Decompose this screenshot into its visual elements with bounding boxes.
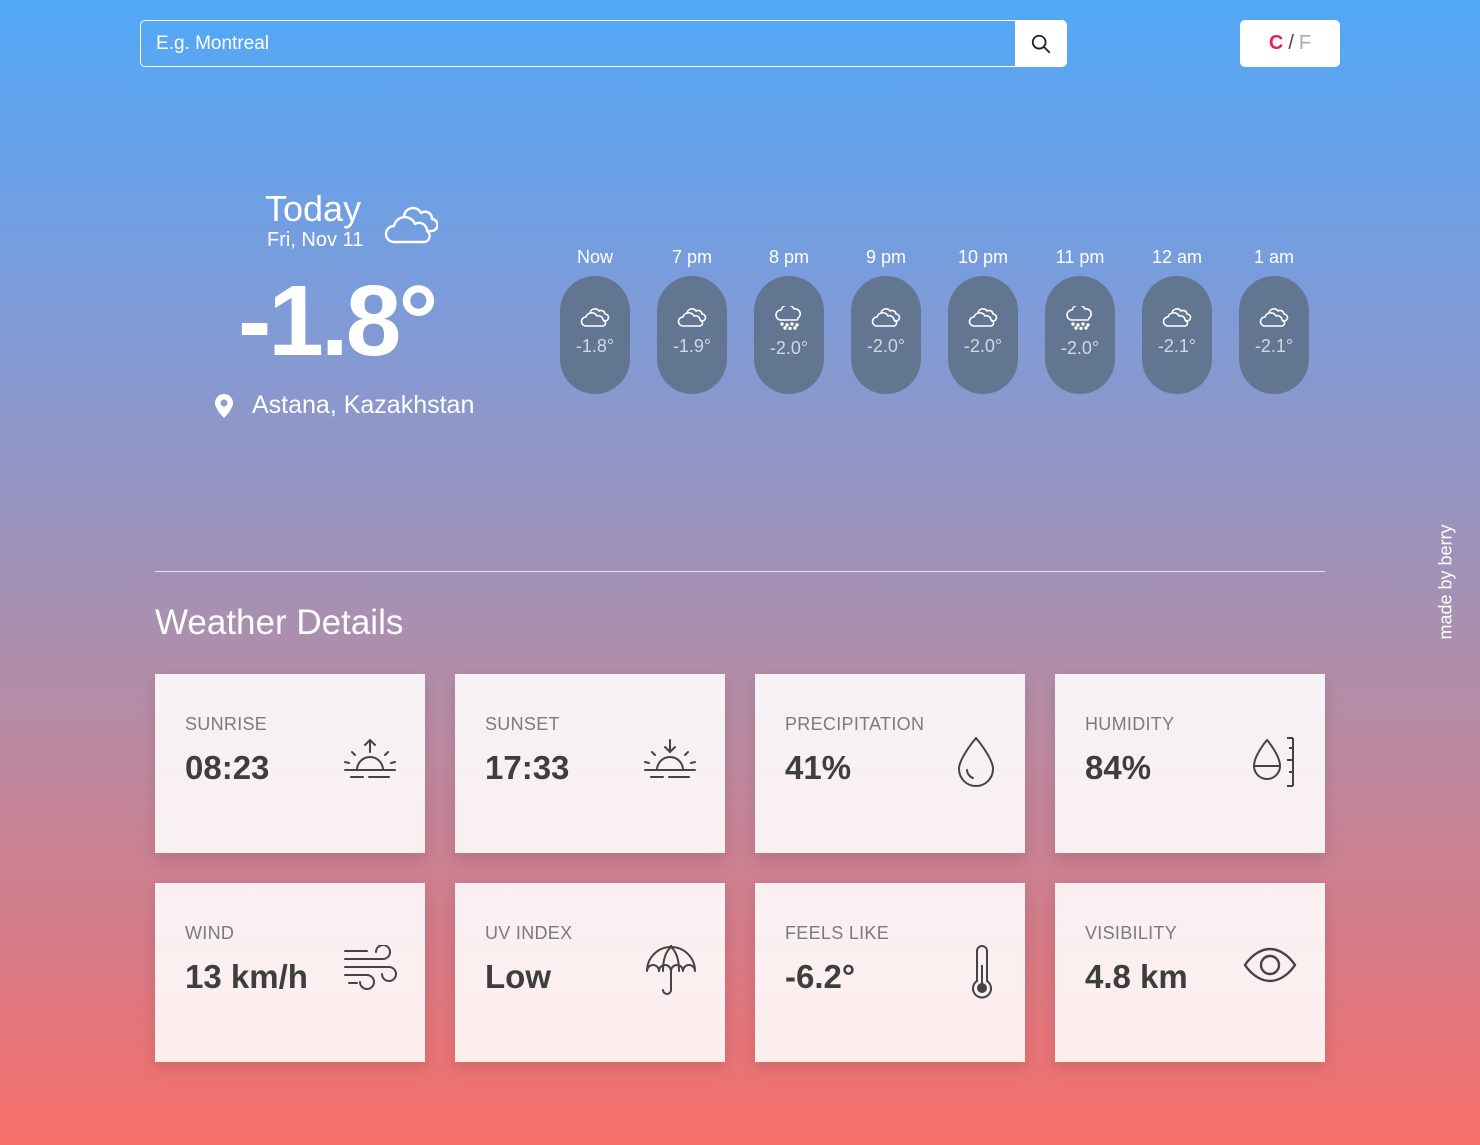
eye-icon: [1243, 945, 1297, 985]
humidity-card: HUMIDITY 84%: [1055, 674, 1325, 853]
search-icon: [1031, 34, 1050, 53]
umbrella-icon: [645, 945, 697, 997]
location-name: Astana, Kazakhstan: [252, 391, 475, 419]
hour-item: 10 pm -2.0°: [948, 246, 1018, 394]
card-label: VISIBILITY: [1085, 923, 1178, 943]
search-bar: [140, 20, 1067, 67]
hour-pill: -1.9°: [657, 276, 727, 394]
precipitation-card: PRECIPITATION 41%: [755, 674, 1025, 853]
card-value: 41%: [785, 749, 852, 786]
cloud-icon: [384, 202, 439, 249]
section-divider: [155, 571, 1325, 572]
cloud-icon: [580, 308, 610, 327]
humidity-icon: [1251, 736, 1297, 788]
hour-pill: -2.0°: [948, 276, 1018, 394]
celsius-toggle[interactable]: C: [1268, 32, 1284, 54]
hour-time: 9 pm: [865, 247, 907, 267]
droplet-icon: [955, 736, 997, 788]
hour-time: Now: [576, 247, 613, 267]
cloud-icon: [1162, 308, 1192, 327]
card-value: 08:23: [185, 749, 270, 786]
sunset-icon: [643, 736, 697, 780]
hour-pill: -2.0°: [1045, 276, 1115, 394]
today-date: Fri, Nov 11: [267, 229, 364, 251]
card-value: 84%: [1085, 749, 1152, 786]
hour-temp: -2.1°: [1157, 336, 1197, 356]
hour-temp: -2.0°: [1060, 338, 1100, 358]
hour-temp: -1.9°: [672, 336, 712, 356]
card-label: PRECIPITATION: [785, 714, 925, 734]
hour-time: 8 pm: [768, 247, 810, 267]
search-input[interactable]: [141, 21, 1015, 66]
card-label: FEELS LIKE: [785, 923, 890, 943]
hour-temp: -2.1°: [1254, 336, 1294, 356]
hour-temp: -2.0°: [769, 338, 809, 358]
fahrenheit-toggle[interactable]: F: [1298, 32, 1312, 54]
credit-text: made by berry: [1435, 524, 1456, 640]
cloud-icon: [1259, 308, 1289, 327]
hour-time: 1 am: [1253, 247, 1295, 267]
visibility-card: VISIBILITY 4.8 km: [1055, 883, 1325, 1062]
current-temperature: -1.8°: [238, 265, 438, 377]
hour-pill: -2.1°: [1142, 276, 1212, 394]
today-label: Today: [265, 188, 362, 229]
location-pin-icon: [213, 393, 235, 424]
hour-item: 8 pm -2.0°: [754, 246, 824, 394]
hour-time: 7 pm: [671, 247, 713, 267]
sunset-card: SUNSET 17:33: [455, 674, 725, 853]
weather-details-grid: SUNRISE 08:23 SUNSET 17:33: [155, 674, 1325, 1062]
hour-item: 1 am -2.1°: [1239, 246, 1309, 394]
weather-details-title: Weather Details: [155, 603, 404, 642]
card-label: SUNRISE: [185, 714, 268, 734]
wind-icon: [343, 945, 397, 991]
hour-item: 11 pm -2.0°: [1045, 246, 1115, 394]
thermometer-icon: [967, 945, 997, 999]
hour-item: 12 am -2.1°: [1142, 246, 1212, 394]
hour-time: 11 pm: [1055, 247, 1105, 267]
card-value: Low: [485, 958, 551, 995]
card-label: WIND: [185, 923, 235, 943]
card-value: -6.2°: [785, 958, 856, 995]
sunrise-icon: [343, 736, 397, 780]
hour-pill: -2.0°: [754, 276, 824, 394]
hour-pill: -2.0°: [851, 276, 921, 394]
hour-item: Now -1.8°: [560, 246, 630, 394]
hourly-forecast: Now -1.8° 7 pm -1.9° 8 pm: [560, 246, 1309, 394]
card-value: 17:33: [485, 749, 570, 786]
card-value: 4.8 km: [1085, 958, 1188, 995]
hour-temp: -1.8°: [575, 336, 615, 356]
snow-cloud-icon: [1066, 306, 1092, 330]
hour-time: 12 am: [1151, 247, 1203, 267]
cloud-icon: [677, 308, 707, 327]
search-button[interactable]: [1015, 21, 1066, 66]
unit-toggle: C / F: [1240, 20, 1340, 67]
unit-separator: /: [1288, 32, 1294, 54]
cloud-icon: [871, 308, 901, 327]
hour-temp: -2.0°: [866, 336, 906, 356]
cloud-icon: [968, 308, 998, 327]
card-label: UV INDEX: [485, 923, 573, 943]
snow-cloud-icon: [775, 306, 801, 330]
wind-card: WIND 13 km/h: [155, 883, 425, 1062]
hour-temp: -2.0°: [963, 336, 1003, 356]
hour-pill: -2.1°: [1239, 276, 1309, 394]
hour-time: 10 pm: [957, 247, 1009, 267]
hour-item: 7 pm -1.9°: [657, 246, 727, 394]
sunrise-card: SUNRISE 08:23: [155, 674, 425, 853]
feels-like-card: FEELS LIKE -6.2°: [755, 883, 1025, 1062]
hour-item: 9 pm -2.0°: [851, 246, 921, 394]
card-label: SUNSET: [485, 714, 560, 734]
hour-pill: -1.8°: [560, 276, 630, 394]
card-value: 13 km/h: [185, 958, 308, 995]
card-label: HUMIDITY: [1085, 714, 1175, 734]
uv-index-card: UV INDEX Low: [455, 883, 725, 1062]
